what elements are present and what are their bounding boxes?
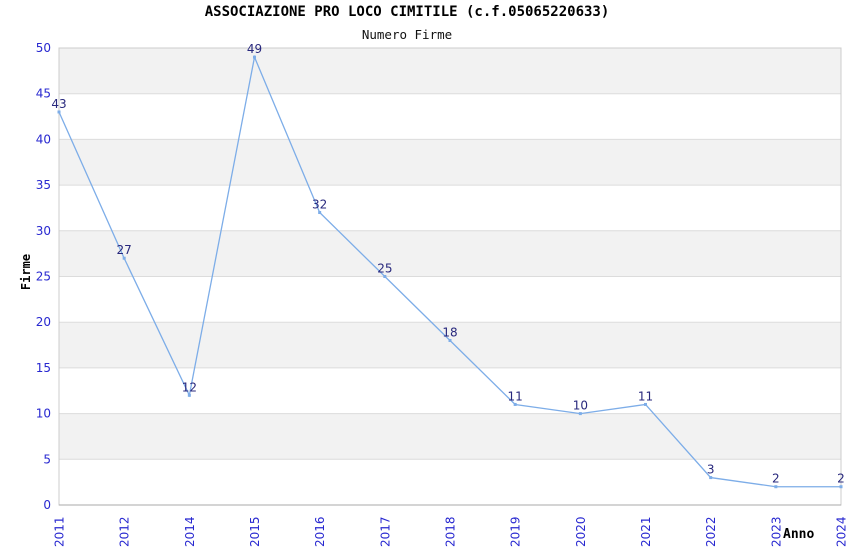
x-tick-label: 2011 [53, 516, 67, 547]
y-tick-label: 10 [36, 407, 51, 421]
x-tick-label: 2023 [769, 516, 783, 547]
data-point-label: 25 [377, 262, 392, 276]
y-tick-label: 25 [36, 270, 51, 284]
data-point-marker [513, 402, 517, 406]
y-tick-label: 40 [36, 132, 51, 146]
data-point-label: 2 [772, 472, 780, 486]
data-point-label: 49 [247, 42, 262, 56]
data-point-label: 11 [508, 389, 523, 403]
y-tick-label: 0 [43, 498, 51, 512]
data-point-marker [644, 402, 647, 406]
x-tick-label: 2014 [183, 516, 197, 547]
data-point-label: 3 [707, 463, 715, 477]
x-tick-label: 2018 [444, 516, 458, 547]
grid-band [59, 230, 841, 277]
y-tick-label: 15 [36, 361, 51, 375]
data-point-marker [253, 55, 256, 59]
x-tick-label: 2019 [509, 516, 523, 547]
data-point-label: 12 [182, 380, 197, 394]
data-point-label: 27 [117, 243, 132, 257]
data-point-label: 32 [312, 198, 327, 212]
y-tick-label: 45 [36, 87, 51, 101]
x-tick-label: 2024 [835, 516, 849, 547]
data-point-marker [383, 275, 387, 278]
data-point-label: 10 [573, 399, 588, 413]
data-point-marker [448, 338, 452, 342]
x-tick-label: 2022 [704, 516, 718, 547]
x-tick-label: 2020 [574, 516, 588, 547]
data-point-label: 2 [837, 472, 845, 486]
data-point-marker [774, 485, 778, 489]
data-point-marker [318, 211, 322, 215]
y-tick-label: 20 [36, 315, 51, 329]
x-tick-label: 2016 [313, 516, 327, 547]
x-tick-label: 2017 [378, 516, 392, 547]
data-point-marker [122, 256, 126, 260]
data-point-label: 43 [51, 97, 66, 111]
data-point-marker [57, 110, 61, 114]
grid-band [59, 48, 841, 94]
grid-band [59, 139, 841, 186]
y-tick-label: 5 [43, 452, 51, 466]
x-tick-label: 2015 [248, 516, 262, 547]
data-point-marker [578, 412, 582, 416]
data-point-marker [187, 393, 191, 397]
y-tick-label: 35 [36, 178, 51, 192]
y-tick-label: 30 [36, 224, 51, 238]
chart-subtitle: Numero Firme [361, 27, 453, 42]
data-point-marker [839, 485, 843, 489]
data-point-label: 18 [442, 325, 457, 339]
chart-title: ASSOCIAZIONE PRO LOCO CIMITILE (c.f.0506… [204, 4, 610, 20]
data-point-label: 11 [638, 389, 653, 403]
grid-band [59, 322, 841, 368]
x-tick-label: 2012 [118, 516, 132, 547]
y-tick-label: 50 [36, 41, 51, 55]
grid-band [59, 413, 841, 460]
x-axis-label: Anno [783, 527, 815, 542]
data-point-marker [709, 476, 713, 480]
x-tick-label: 2021 [639, 516, 653, 547]
